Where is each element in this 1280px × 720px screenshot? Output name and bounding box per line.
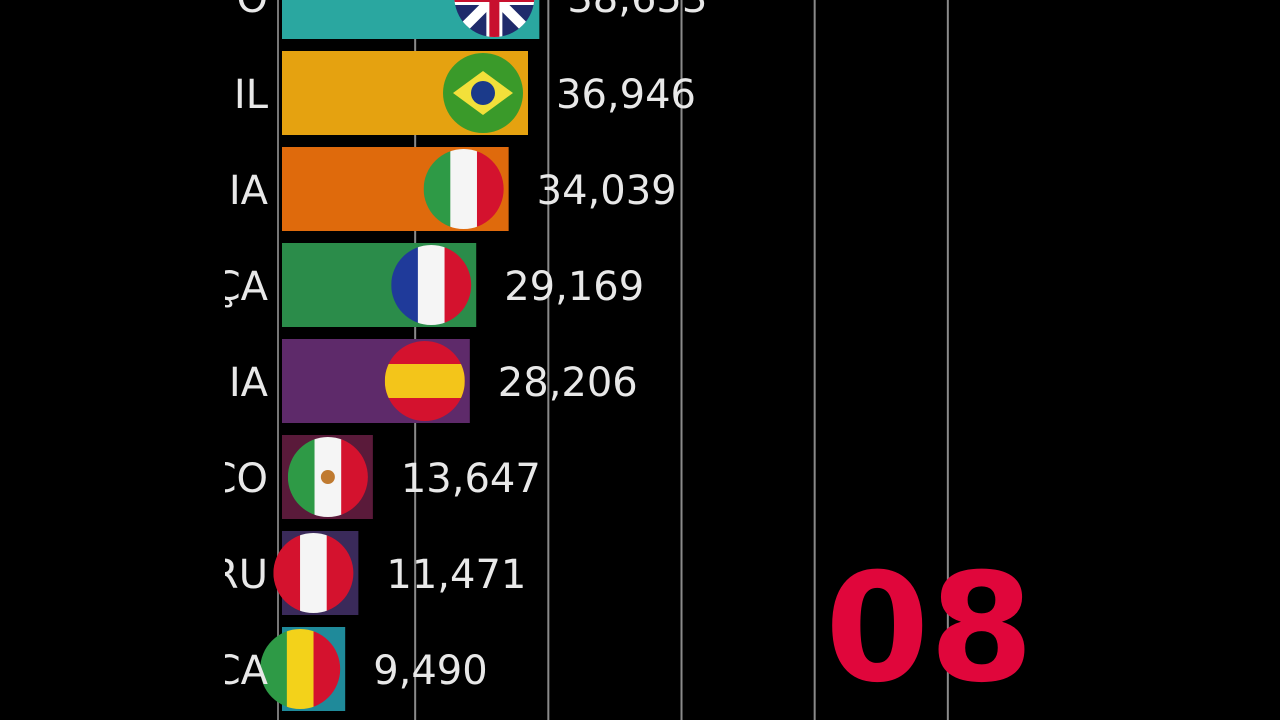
bar-row: IA 28,206 [229, 339, 638, 423]
category-label: CA [213, 648, 269, 694]
category-label: CO [209, 456, 268, 502]
bar-row: IL 36,946 [234, 51, 696, 135]
value-label: 28,206 [498, 360, 638, 406]
bar-row: CO 13,647 [209, 435, 541, 519]
bar-row: ÇA 29,169 [213, 243, 644, 327]
value-label: 9,490 [373, 648, 488, 694]
value-label: 34,039 [537, 168, 677, 214]
category-label: RU [211, 552, 268, 598]
category-label: O [237, 0, 268, 22]
letterbox-right [1050, 0, 1280, 720]
bar-row: CA 9,490 [213, 627, 488, 711]
value-label: 11,471 [386, 552, 526, 598]
category-label: IL [234, 72, 269, 118]
value-label: 13,647 [401, 456, 541, 502]
unknown-flag-icon [260, 629, 341, 709]
category-label: IA [229, 168, 269, 214]
category-label: IA [229, 360, 269, 406]
value-label: 29,169 [504, 264, 644, 310]
year-label: 08 [825, 542, 1034, 716]
spain-flag-icon [384, 341, 465, 421]
bar-row: IA 34,039 [229, 147, 677, 231]
value-label: 38,653 [567, 0, 707, 22]
bar-row: O 38,653 [237, 0, 707, 39]
category-label: ÇA [213, 264, 269, 310]
value-label: 36,946 [556, 72, 696, 118]
brazil-flag-icon [443, 53, 523, 133]
bar-row: RU 11,471 [211, 531, 526, 615]
